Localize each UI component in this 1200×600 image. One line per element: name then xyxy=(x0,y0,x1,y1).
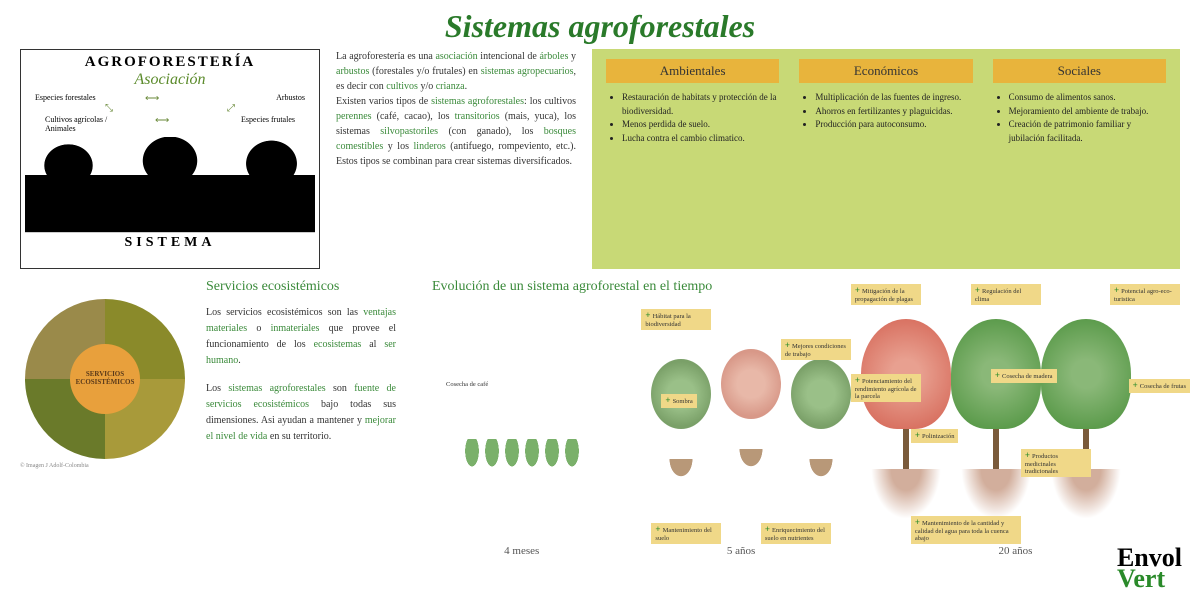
stage-label: 5 años xyxy=(631,545,850,557)
benefit-item: Lucha contra el cambio climatico. xyxy=(622,132,779,146)
top-row: AGROFORESTERÍA Asociación Especies fores… xyxy=(0,49,1200,269)
stage-4-meses: Cosecha de café 4 meses xyxy=(412,299,631,539)
mid-row: SERVICIOS ECOSISTÉMICOS © Imagen J Adolf… xyxy=(0,269,1200,579)
benefits-box: Ambientales Restauración de habitats y p… xyxy=(592,49,1180,269)
eco-title: Servicios ecosistémicos xyxy=(206,279,396,295)
benefit-header: Ambientales xyxy=(606,59,779,83)
callout: +Mantenimiento de la cantidad y calidad … xyxy=(911,516,1021,544)
agroforesteria-diagram: AGROFORESTERÍA Asociación Especies fores… xyxy=(20,49,320,269)
benefit-col-ambientales: Ambientales Restauración de habitats y p… xyxy=(606,59,779,259)
wheel-center-label: SERVICIOS ECOSISTÉMICOS xyxy=(70,344,140,414)
callout: +Mejores condiciones de trabajo xyxy=(781,339,851,360)
stage-20-anos: +Mitigación de la propagación de plagas … xyxy=(851,299,1180,539)
callout: +Cosecha de frutas xyxy=(1129,379,1190,393)
benefit-col-sociales: Sociales Consumo de alimentos sanos. Mej… xyxy=(993,59,1166,259)
callout: +Regulación del clima xyxy=(971,284,1041,305)
eco-wheel-column: SERVICIOS ECOSISTÉMICOS © Imagen J Adolf… xyxy=(20,279,190,579)
timeline-canvas: Cosecha de café 4 meses +Hábitat para la… xyxy=(412,299,1180,539)
benefit-item: Ahorros en fertilizantes y plaguicidas. xyxy=(815,105,972,119)
callout: Cosecha de café xyxy=(442,379,492,390)
benefit-item: Restauración de habitats y protección de… xyxy=(622,91,779,118)
page-title: Sistemas agroforestales xyxy=(0,0,1200,49)
callout: +Cosecha de madera xyxy=(991,369,1057,383)
diagram-labels: Especies forestales Arbustos Cultivos ag… xyxy=(25,89,315,137)
callout: +Mantenimiento del suelo xyxy=(651,523,721,544)
envol-vert-logo: EnvolVert xyxy=(1117,548,1182,590)
callout: +Polinización xyxy=(911,429,959,443)
silhouette-graphic xyxy=(25,137,315,232)
stage-label: 4 meses xyxy=(412,545,631,557)
wheel-credit: © Imagen J Adolf-Colombia xyxy=(20,463,89,469)
intro-text: La agroforestería es una asociación inte… xyxy=(336,49,576,269)
diagram-subtitle: Asociación xyxy=(25,71,315,89)
callout: +Sombra xyxy=(661,394,696,408)
callout: +Productos medicinales tradicionales xyxy=(1021,449,1091,477)
callout: +Potencial agro-eco-turistica xyxy=(1110,284,1180,305)
benefit-col-economicos: Económicos Multiplicación de las fuentes… xyxy=(799,59,972,259)
ecosystem-services-wheel: SERVICIOS ECOSISTÉMICOS xyxy=(25,299,185,459)
callout: +Enriquecimiento del suelo en nutrientes xyxy=(761,523,831,544)
eco-text-column: Servicios ecosistémicos Los servicios ec… xyxy=(206,279,396,579)
stage-5-anos: +Hábitat para la biodiversidad +Sombra +… xyxy=(631,299,850,539)
diagram-bottom-label: SISTEMA xyxy=(25,232,315,251)
label-br: Especies frutales xyxy=(241,115,295,124)
benefit-item: Mejoramiento del ambiente de trabajo. xyxy=(1009,105,1166,119)
label-tr: Arbustos xyxy=(276,93,305,102)
benefit-item: Creación de patrimonio familiar y jubila… xyxy=(1009,118,1166,145)
callout: +Potenciamiento del rendimiento agrícola… xyxy=(851,374,921,402)
timeline-title: Evolución de un sistema agroforestal en … xyxy=(432,279,1180,295)
benefit-header: Sociales xyxy=(993,59,1166,83)
benefit-header: Económicos xyxy=(799,59,972,83)
label-tl: Especies forestales xyxy=(35,93,96,102)
benefit-item: Menos perdida de suelo. xyxy=(622,118,779,132)
label-bl: Cultivos agrícolas / Animales xyxy=(45,115,115,133)
timeline-column: Evolución de un sistema agroforestal en … xyxy=(412,279,1180,579)
diagram-top-label: AGROFORESTERÍA xyxy=(25,54,315,71)
benefit-item: Consumo de alimentos sanos. xyxy=(1009,91,1166,105)
callout: +Hábitat para la biodiversidad xyxy=(641,309,711,330)
benefit-item: Producción para autoconsumo. xyxy=(815,118,972,132)
callout: +Mitigación de la propagación de plagas xyxy=(851,284,921,305)
benefit-item: Multiplicación de las fuentes de ingreso… xyxy=(815,91,972,105)
